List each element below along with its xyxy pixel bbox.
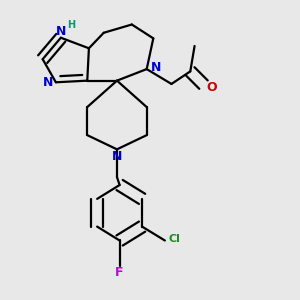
- Text: N: N: [112, 150, 122, 163]
- Text: Cl: Cl: [168, 234, 180, 244]
- Text: H: H: [67, 20, 76, 30]
- Text: F: F: [116, 266, 124, 279]
- Text: N: N: [151, 61, 161, 74]
- Text: N: N: [42, 76, 53, 89]
- Text: O: O: [206, 81, 217, 94]
- Text: N: N: [56, 25, 66, 38]
